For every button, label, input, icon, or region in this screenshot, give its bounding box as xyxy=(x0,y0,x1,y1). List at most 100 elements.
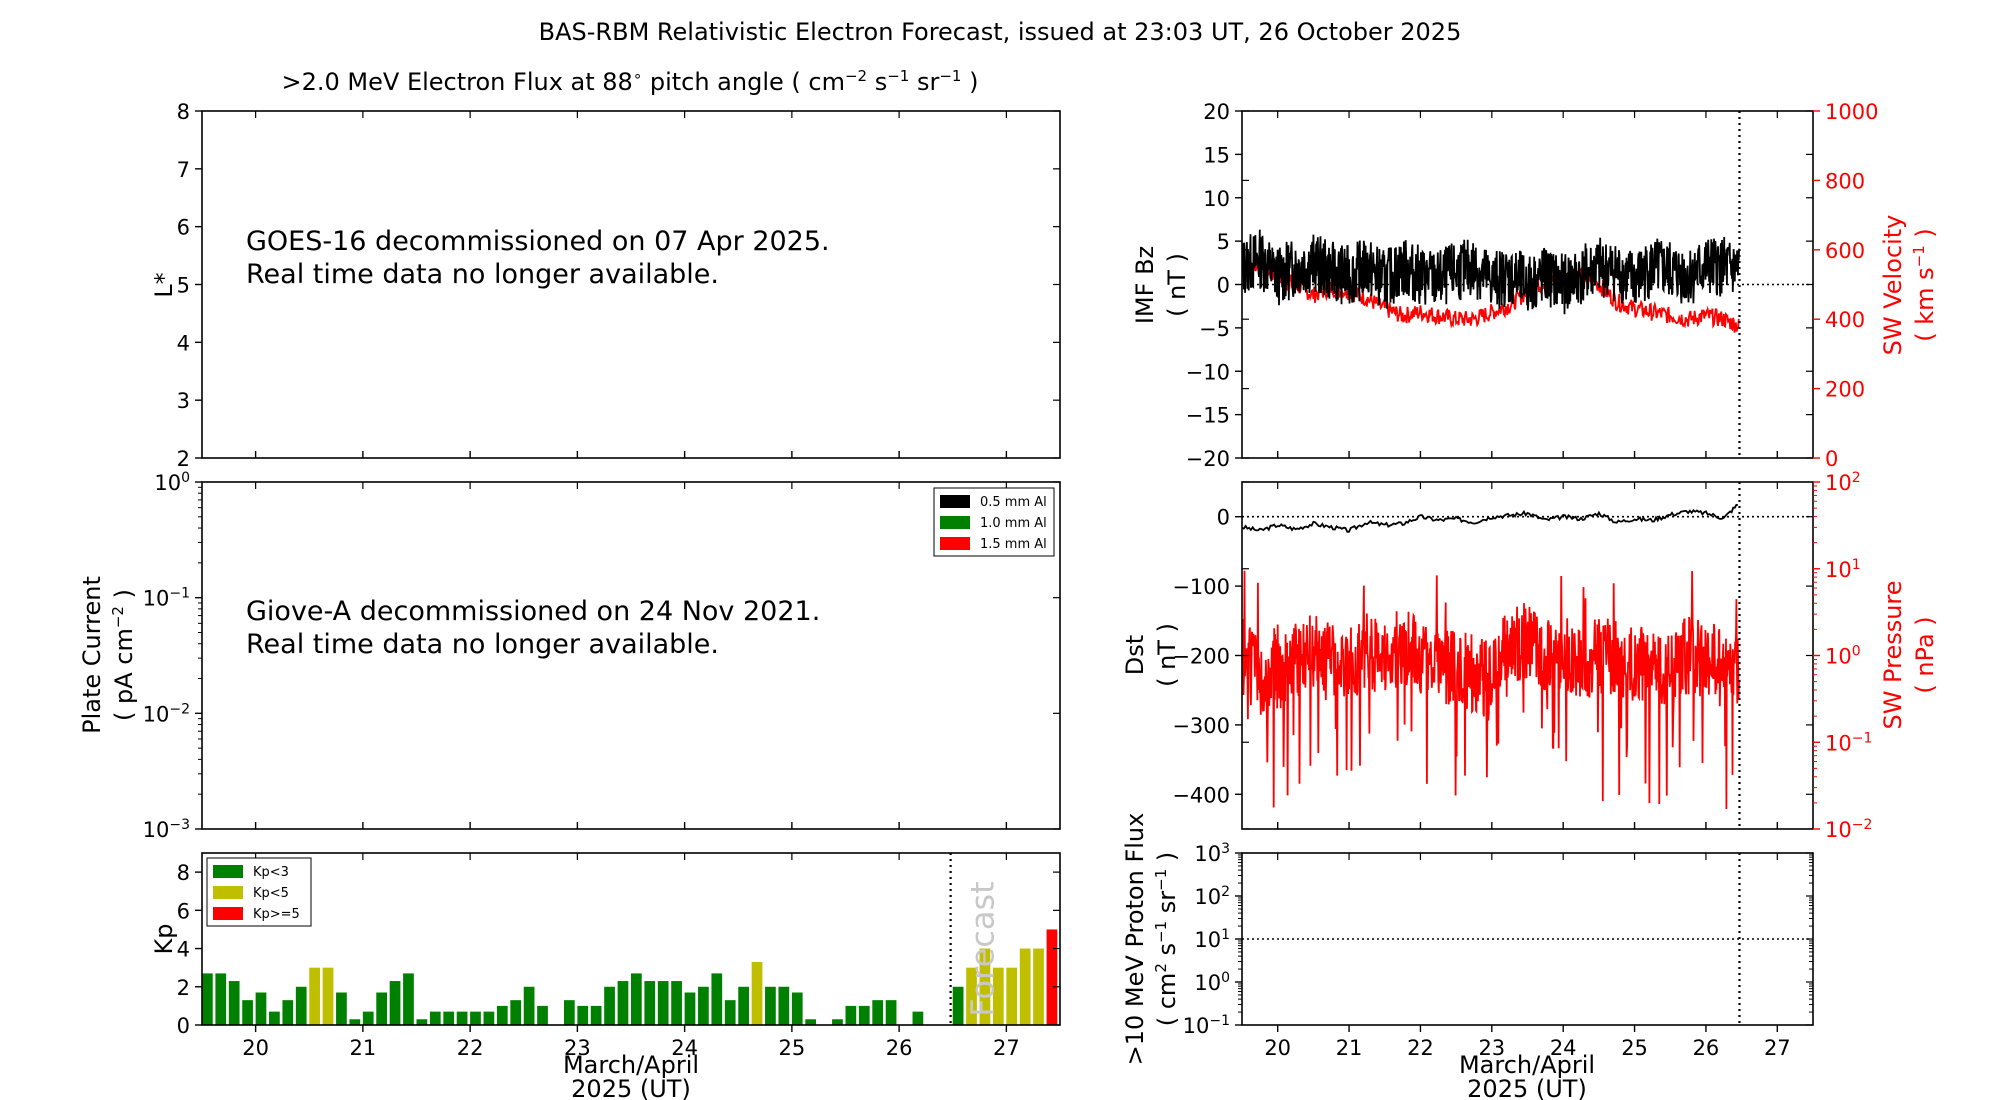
dst-yticks-label: −400 xyxy=(1172,783,1230,807)
kp-bar xyxy=(255,992,267,1025)
imf-yticks-label: −20 xyxy=(1186,447,1230,471)
dst-lines-psw xyxy=(1242,570,1740,810)
proton-ylabel: >10 MeV Proton Flux xyxy=(1121,813,1149,1066)
proton-xlabel-line-1: March/April xyxy=(1459,1051,1595,1079)
kp-forecast-bar xyxy=(1046,929,1058,1025)
kp-bar xyxy=(698,986,709,1025)
kp-bar xyxy=(885,1000,897,1025)
imf-y-ticks: −20 −15 −10 −5 0 5 10 15 20 xyxy=(1186,100,1813,471)
pf-xticks-label: 26 xyxy=(1693,1036,1720,1060)
sw-pressure-ylabel: SW Pressure xyxy=(1879,580,1907,729)
pf-yticks-label: 100 xyxy=(1194,970,1230,995)
ef-yticks-label: 5 xyxy=(177,274,190,298)
kp-xticks-label: 20 xyxy=(242,1036,269,1060)
kp-bar xyxy=(282,1000,294,1025)
imf-y2ticks-label: 400 xyxy=(1825,308,1865,332)
pf-yticks-label: 103 xyxy=(1194,841,1230,866)
pc-yticks-label: 10−3 xyxy=(143,817,190,842)
pc-yticks-label: 10−1 xyxy=(143,586,190,611)
imf-yticks-label: 15 xyxy=(1203,143,1230,167)
kp-ylabel: Kp xyxy=(150,924,178,955)
kp-bar xyxy=(376,992,388,1025)
kp-bar xyxy=(362,1011,374,1025)
dst-x-ticks xyxy=(1276,482,1779,829)
ef-yticks-label: 3 xyxy=(177,389,190,413)
plate-current-panel: 10−3 10−2 10−1 100 Plate Current ( pA cm−2 … xyxy=(78,470,1061,842)
proton-xlabel-line-2: 2025 (UT) xyxy=(1467,1075,1587,1100)
pf-xticks-label: 27 xyxy=(1764,1036,1791,1060)
sw-velocity-ylabel: SW Velocity xyxy=(1879,215,1907,356)
pf-yticks-label: 10−1 xyxy=(1183,1013,1230,1038)
kp-bar xyxy=(322,967,334,1025)
electron-flux-ylabel: L* xyxy=(150,272,178,297)
imf-lines-bz xyxy=(1242,229,1740,315)
plate-current-legend-label-1: 1.0 mm Al xyxy=(980,516,1047,531)
kp-bar xyxy=(791,992,803,1025)
kp-bar xyxy=(858,1005,870,1025)
imf-y2ticks-label: 600 xyxy=(1825,239,1865,263)
dst-y2ticks-label: 102 xyxy=(1825,470,1861,495)
kp-bar xyxy=(631,973,642,1025)
proton-ylabel-unit: ( cm2 s−1 sr−1 ) xyxy=(1152,852,1181,1027)
kp-bar xyxy=(617,981,629,1025)
ef-yticks-label: 6 xyxy=(177,216,190,240)
dst-lines-dst xyxy=(1242,503,1738,533)
dst-ylabel: Dst xyxy=(1121,635,1149,675)
kp-legend-swatch-1 xyxy=(213,886,243,899)
kp-legend-swatch-0 xyxy=(213,865,243,878)
plate-current-y-ticks: 10−3 10−2 10−1 100 xyxy=(143,470,1060,842)
kp-bar xyxy=(832,1019,843,1025)
imf-y2ticks-label: 200 xyxy=(1825,378,1865,402)
kp-bar xyxy=(389,981,401,1025)
electron-flux-panel: >2.0 MeV Electron Flux at 88∘ pitch angl… xyxy=(150,67,1061,471)
kp-bar xyxy=(215,973,227,1025)
kp-bar xyxy=(671,981,682,1025)
kp-legend-swatch-2 xyxy=(213,907,243,920)
electron-flux-x-ticks xyxy=(254,111,1008,458)
kp-legend-label-1: Kp<5 xyxy=(253,886,289,901)
plate-current-plot-area xyxy=(201,481,1061,830)
kp-yticks-label: 4 xyxy=(177,938,190,962)
kp-bar xyxy=(336,992,347,1025)
dst-y2ticks-label: 10−2 xyxy=(1825,817,1872,842)
figure-title: BAS-RBM Relativistic Electron Forecast, … xyxy=(539,18,1462,46)
kp-y-ticks: 0 2 4 6 8 xyxy=(177,861,1060,1038)
kp-bar xyxy=(724,1000,736,1025)
dst-y-ticks: −400 −300 −200 −100 0 xyxy=(1172,506,1813,807)
imf-yticks-label: 20 xyxy=(1203,100,1230,124)
proton-flux-panel: 10−1 100 101 102 103 20 21 22 23 24 25 26 27 >10 Me… xyxy=(1121,813,1814,1100)
kp-xticks-label: 26 xyxy=(886,1036,913,1060)
plate-current-legend-label-0: 0.5 mm Al xyxy=(980,495,1047,510)
kp-bar xyxy=(269,1011,280,1025)
kp-xlabel-line-2: 2025 (UT) xyxy=(571,1075,691,1100)
kp-bar xyxy=(912,1011,924,1025)
kp-x-ticks: 20 21 22 23 24 25 26 27 xyxy=(242,853,1020,1060)
dst-yticks-label: −100 xyxy=(1172,575,1230,599)
imf-x-ticks xyxy=(1276,111,1779,458)
kp-bar xyxy=(751,961,763,1025)
kp-forecast-label: Forecast xyxy=(964,881,1002,1016)
kp-xticks-label: 22 xyxy=(457,1036,484,1060)
dst-yticks-label: −300 xyxy=(1172,714,1230,738)
dst-ylabel-unit: ( nT ) xyxy=(1153,623,1181,687)
kp-forecast-bar xyxy=(966,967,977,1025)
kp-bar xyxy=(845,1005,857,1025)
kp-forecast-bar xyxy=(1019,948,1031,1025)
plate-current-legend-swatch-0 xyxy=(940,495,970,508)
pf-yticks-label: 101 xyxy=(1194,927,1230,952)
kp-forecast-bar xyxy=(1033,948,1044,1025)
kp-legend: Kp<3 Kp<5 Kp>=5 xyxy=(206,857,312,927)
kp-bar xyxy=(644,981,656,1025)
pc-yticks-label: 10−2 xyxy=(143,701,190,726)
kp-yticks-label: 6 xyxy=(177,899,190,923)
kp-bar xyxy=(443,1011,455,1025)
electron-flux-title: >2.0 MeV Electron Flux at 88∘ pitch angl… xyxy=(282,67,979,96)
pf-xticks-label: 24 xyxy=(1550,1036,1577,1060)
imf-sw-lines xyxy=(1242,229,1740,333)
kp-bar xyxy=(295,986,307,1025)
imf-yticks-label: −10 xyxy=(1186,360,1230,384)
dst-yticks-label: 0 xyxy=(1217,506,1230,530)
